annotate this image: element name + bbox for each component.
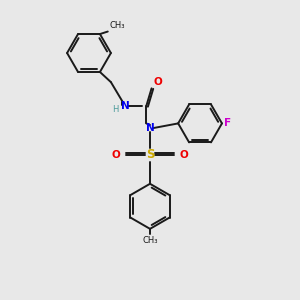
Text: N: N [146,123,154,133]
Text: H: H [112,106,118,115]
Text: O: O [179,150,188,160]
Text: CH₃: CH₃ [142,236,158,245]
Text: N: N [121,101,129,111]
Text: O: O [112,150,121,160]
Text: O: O [154,77,163,87]
Text: CH₃: CH₃ [109,21,124,30]
Text: F: F [224,118,231,128]
Text: S: S [146,148,154,161]
